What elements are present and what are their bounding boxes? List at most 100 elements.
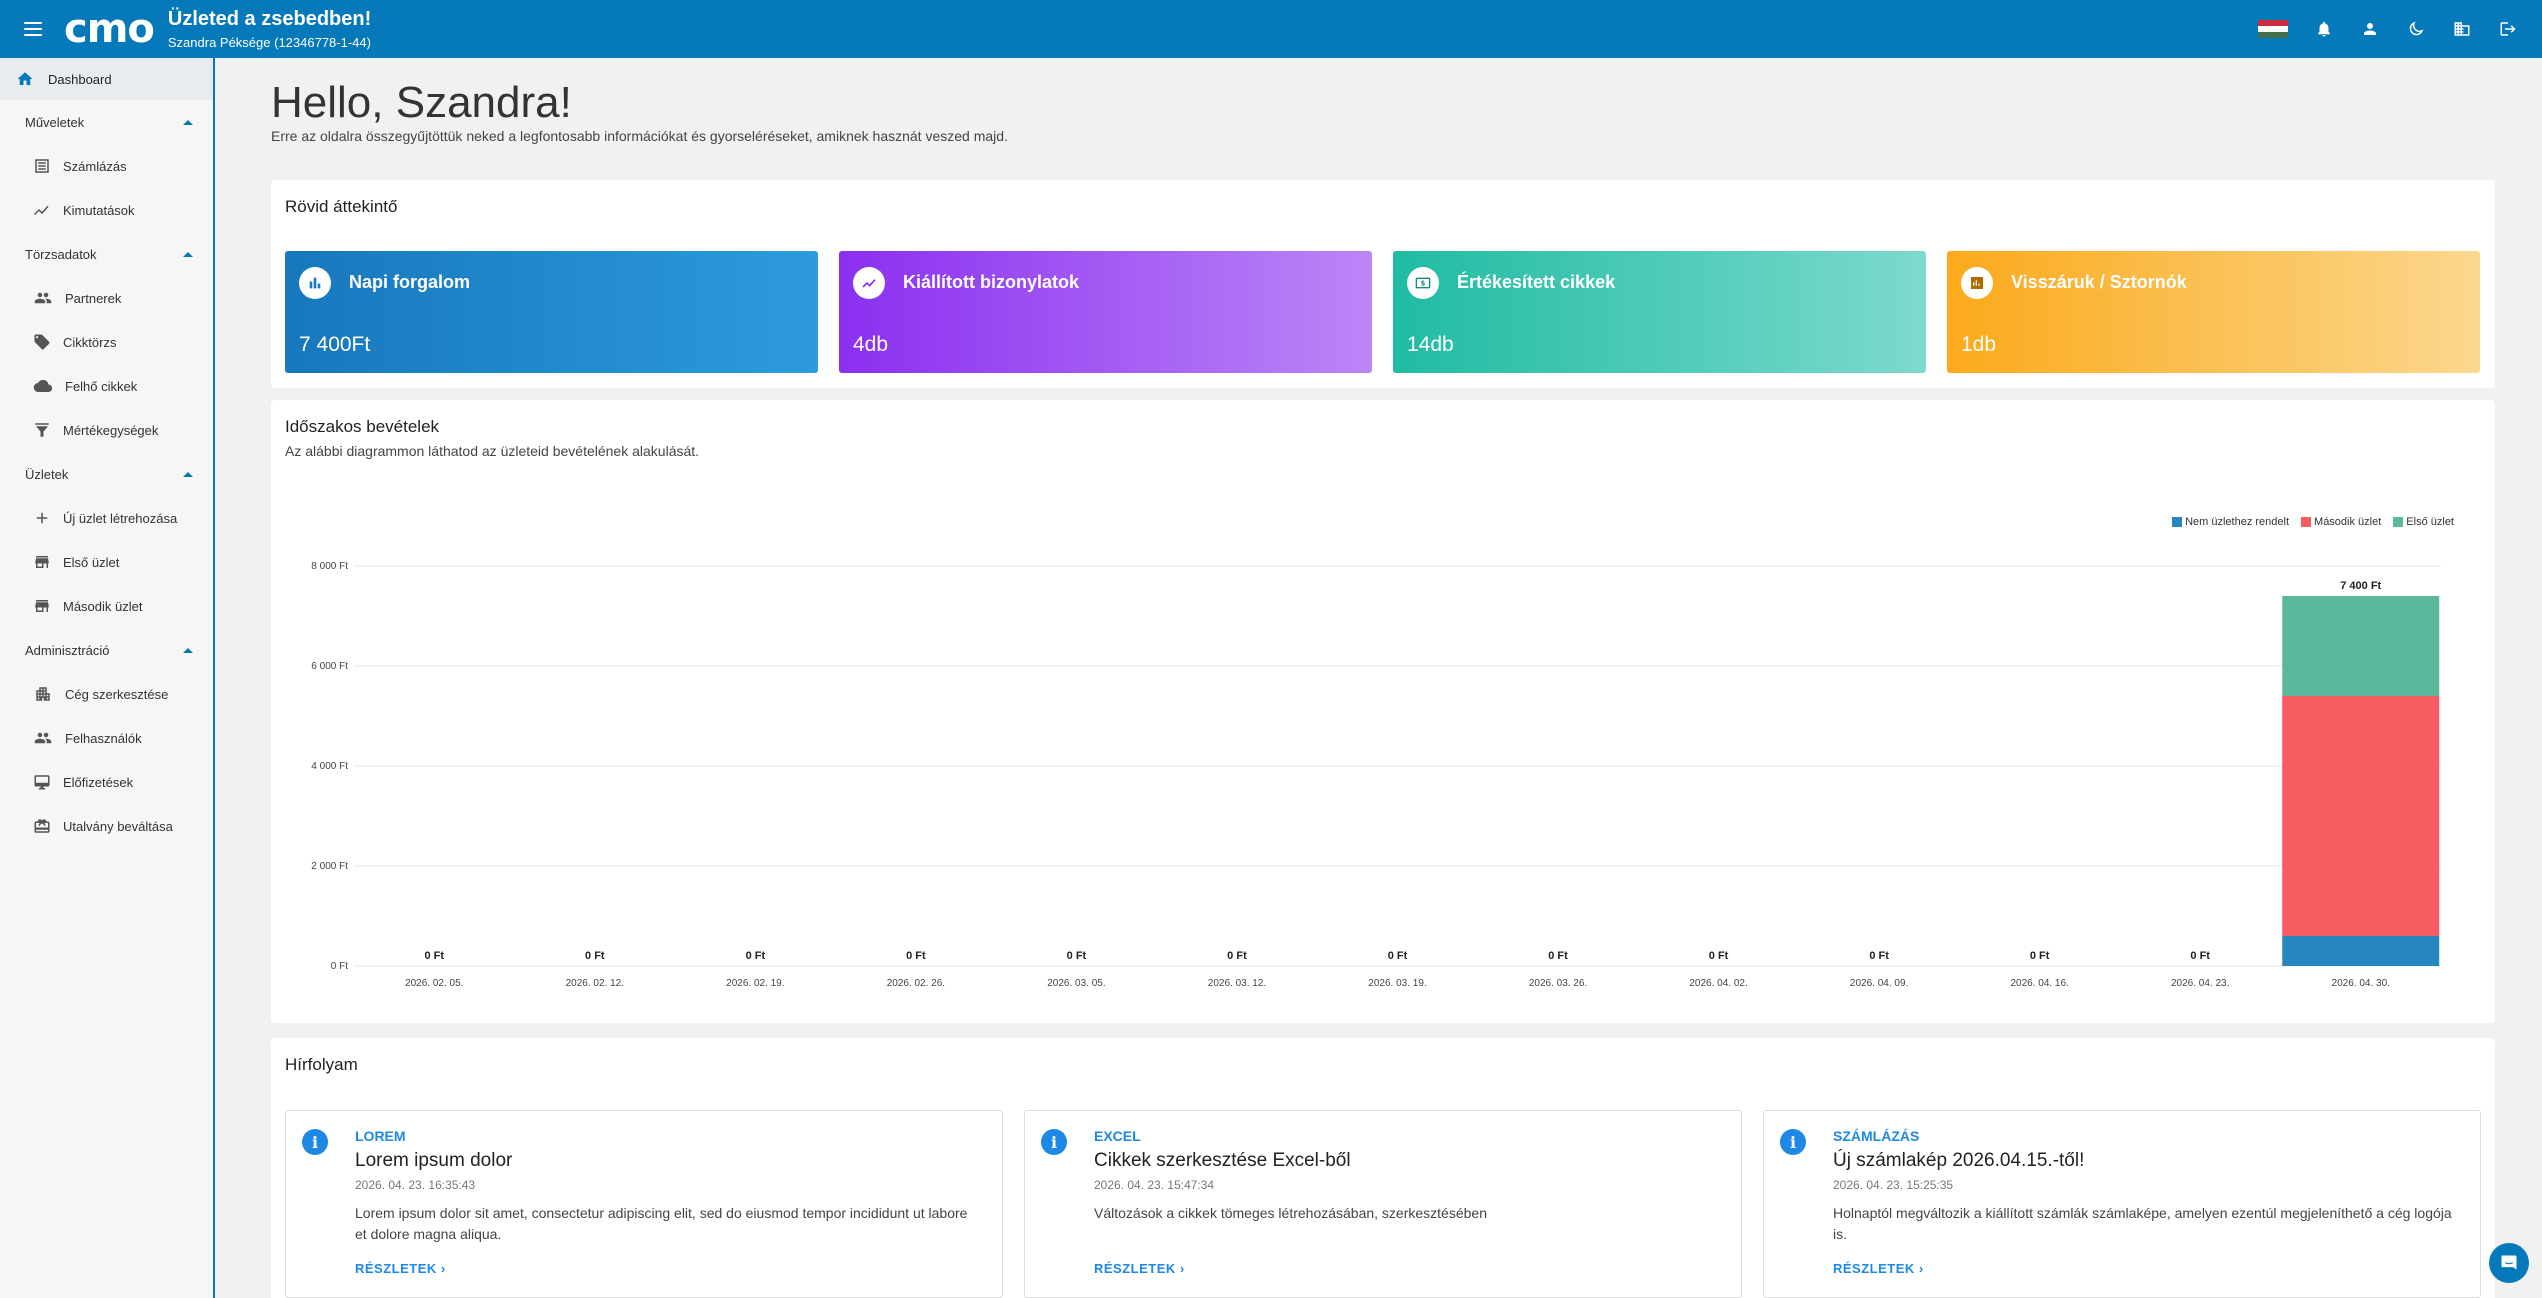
sidebar-section-torzsadatok[interactable]: Törzsadatok: [0, 232, 213, 276]
bar-total-label: 0 Ft: [1709, 950, 1729, 962]
sidebar-item-uj-uzlet[interactable]: Új üzlet létrehozása: [0, 496, 213, 540]
sidebar-item-masodik-uzlet[interactable]: Második üzlet: [0, 584, 213, 628]
sidebar-item-label: Kimutatások: [63, 202, 135, 218]
sidebar-item-mertekegysegek[interactable]: Mértékegységek: [0, 408, 213, 452]
bar-segment: [2282, 696, 2440, 936]
news-body: Holnaptól megváltozik a kiállított száml…: [1833, 1205, 2452, 1242]
moon-icon[interactable]: [2406, 19, 2426, 39]
chat-button[interactable]: [2489, 1243, 2529, 1283]
bell-icon[interactable]: [2314, 19, 2334, 39]
sidebar-item-felho-cikkek[interactable]: Felhő cikkek: [0, 364, 213, 408]
stat-card-documents[interactable]: Kiállított bizonylatok 4db: [839, 251, 1372, 373]
chevron-right-icon: ›: [440, 1261, 446, 1276]
details-link-label: RÉSZLETEK: [1094, 1261, 1176, 1276]
sidebar-item-utalvany[interactable]: Utalvány beváltása: [0, 804, 213, 848]
sidebar-item-label: Cikktörzs: [63, 334, 117, 350]
section-label: Törzsadatok: [25, 246, 97, 262]
sidebar-item-dashboard[interactable]: Dashboard: [0, 58, 213, 100]
bar-chart-icon: [299, 267, 331, 299]
tag-icon: [34, 334, 50, 350]
news-item-title: Új számlakép 2026.04.15.-től!: [1833, 1150, 2085, 1171]
x-tick-label: 2026. 02. 26.: [887, 978, 945, 989]
x-tick-label: 2026. 04. 30.: [2332, 978, 2390, 989]
page-subtitle: Erre az oldalra összegyűjtöttük neked a …: [271, 128, 1008, 144]
bar-total-label: 0 Ft: [906, 950, 926, 962]
people-icon: [34, 292, 52, 304]
app-titles: Üzleted a zsebedben! Szandra Péksége (12…: [168, 8, 371, 50]
sidebar-item-cikktorzs[interactable]: Cikktörzs: [0, 320, 213, 364]
caret-up-icon: [183, 251, 193, 257]
building-icon[interactable]: [2452, 19, 2472, 39]
topbar-actions: [2258, 0, 2518, 58]
news-category: SZÁMLÁZÁS: [1833, 1128, 1920, 1144]
x-tick-label: 2026. 02. 12.: [566, 978, 624, 989]
sidebar-item-partnerek[interactable]: Partnerek: [0, 276, 213, 320]
sidebar-item-ceg-szerkesztese[interactable]: Cég szerkesztése: [0, 672, 213, 716]
store-icon: [35, 600, 49, 612]
sidebar-item-elofizetesek[interactable]: Előfizetések: [0, 760, 213, 804]
sidebar-item-elso-uzlet[interactable]: Első üzlet: [0, 540, 213, 584]
details-link[interactable]: RÉSZLETEK ›: [355, 1261, 446, 1276]
stat-card-returns[interactable]: Visszáruk / Sztornók 1db: [1947, 251, 2480, 373]
bar-segment: [2282, 936, 2440, 966]
report-icon: [1961, 267, 1993, 299]
chevron-right-icon: ›: [1179, 1261, 1185, 1276]
sidebar-section-adminisztracio[interactable]: Adminisztráció: [0, 628, 213, 672]
sidebar-item-label: Számlázás: [63, 158, 127, 174]
stat-label: Visszáruk / Sztornók: [2011, 272, 2187, 292]
person-icon[interactable]: [2360, 19, 2380, 39]
company-name: Szandra Péksége (12346778-1-44): [167, 35, 371, 50]
section-label: Műveletek: [25, 114, 85, 130]
menu-icon[interactable]: [24, 22, 42, 36]
news-category: EXCEL: [1094, 1128, 1141, 1144]
bar-total-label: 0 Ft: [1388, 950, 1408, 962]
bar-total-label: 0 Ft: [1869, 950, 1889, 962]
section-label: Adminisztráció: [25, 642, 110, 658]
x-tick-label: 2026. 03. 19.: [1368, 978, 1426, 989]
top-bar: cmo Üzleted a zsebedben! Szandra Péksége…: [0, 0, 2542, 58]
news-category: LOREM: [355, 1128, 406, 1144]
sidebar-item-szamlazas[interactable]: Számlázás: [0, 144, 213, 188]
sidebar-section-uzletek[interactable]: Üzletek: [0, 452, 213, 496]
x-tick-label: 2026. 03. 12.: [1208, 978, 1266, 989]
news-item: i EXCEL Cikkek szerkesztése Excel-ből 20…: [1024, 1110, 1742, 1298]
x-tick-label: 2026. 04. 23.: [2171, 978, 2229, 989]
logout-icon[interactable]: [2498, 19, 2518, 39]
sidebar-section-muveletek[interactable]: Műveletek: [0, 100, 213, 144]
logo[interactable]: cmo: [64, 6, 155, 52]
x-tick-label: 2026. 02. 19.: [726, 978, 784, 989]
sidebar-item-felhasznalok[interactable]: Felhasználók: [0, 716, 213, 760]
legend-item[interactable]: Nem üzlethez rendelt: [2172, 516, 2289, 528]
news-body: Változások a cikkek tömeges létrehozásáb…: [1094, 1205, 1487, 1221]
chart-legend: Nem üzlethez rendelt Második üzlet Első …: [2172, 516, 2454, 528]
news-date: 2026. 04. 23. 16:35:43: [355, 1178, 476, 1192]
stat-label: Napi forgalom: [349, 272, 471, 292]
info-icon: i: [1041, 1129, 1067, 1155]
stat-card-daily-revenue[interactable]: Napi forgalom 7 400Ft: [285, 251, 818, 373]
bar-total-label: 7 400 Ft: [2340, 580, 2381, 592]
sidebar-item-label: Partnerek: [65, 290, 122, 306]
news-body: Lorem ipsum dolor sit amet, consectetur …: [355, 1205, 968, 1242]
bar-total-label: 0 Ft: [1548, 950, 1568, 962]
y-tick-label: 2 000 Ft: [311, 861, 348, 872]
hungarian-flag-icon[interactable]: [2258, 20, 2288, 38]
legend-label: Nem üzlethez rendelt: [2185, 516, 2290, 528]
bar-total-label: 0 Ft: [585, 950, 605, 962]
details-link[interactable]: RÉSZLETEK ›: [1094, 1261, 1185, 1276]
legend-item[interactable]: Első üzlet: [2393, 516, 2454, 528]
home-icon: [17, 72, 33, 85]
x-tick-label: 2026. 04. 09.: [1850, 978, 1908, 989]
x-tick-label: 2026. 03. 05.: [1047, 978, 1105, 989]
stat-label: Kiállított bizonylatok: [903, 272, 1080, 292]
caret-up-icon: [183, 471, 193, 477]
y-tick-label: 8 000 Ft: [311, 561, 348, 572]
sidebar-item-kimutatasok[interactable]: Kimutatások: [0, 188, 213, 232]
bar-total-label: 0 Ft: [746, 950, 766, 962]
y-tick-label: 6 000 Ft: [311, 661, 348, 672]
details-link-label: RÉSZLETEK: [1833, 1261, 1915, 1276]
legend-item[interactable]: Második üzlet: [2301, 516, 2381, 528]
details-link[interactable]: RÉSZLETEK ›: [1833, 1261, 1924, 1276]
chevron-right-icon: ›: [1918, 1261, 1924, 1276]
stat-card-sold-items[interactable]: $ Értékesített cikkek 14db: [1393, 251, 1926, 373]
bar-total-label: 0 Ft: [1227, 950, 1247, 962]
